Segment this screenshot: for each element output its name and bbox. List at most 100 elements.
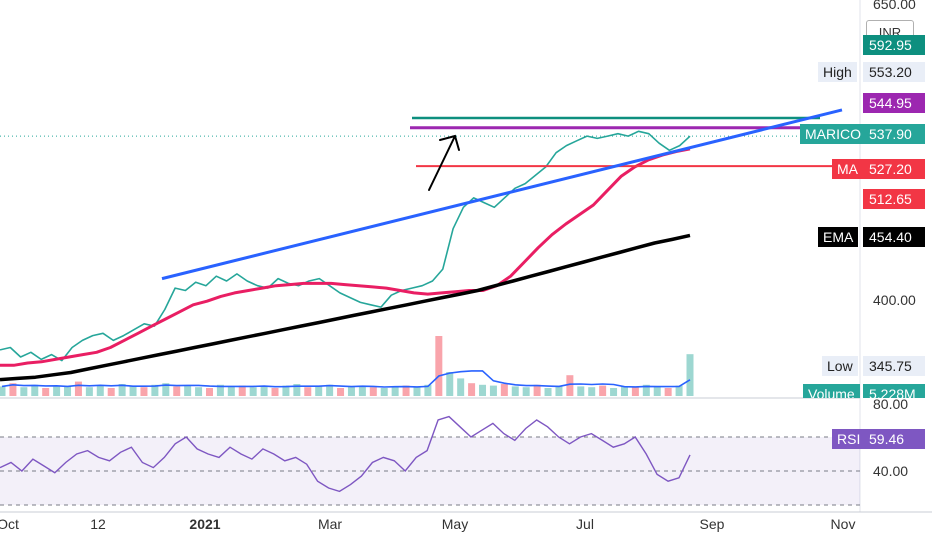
volume-bar (129, 386, 137, 396)
volume-bar (282, 385, 290, 396)
series-marico-line (0, 130, 691, 362)
time-tick: 2021 (189, 516, 221, 532)
volume-bar (402, 385, 410, 396)
last-price-value: 537.90 (863, 124, 925, 144)
volume-bar (9, 383, 17, 396)
volume-bar (435, 336, 443, 396)
volume-bar (0, 386, 6, 396)
volume-bar (369, 387, 377, 396)
time-tick: 12 (90, 516, 106, 532)
rsi-band (0, 437, 860, 505)
chart-grid (0, 0, 932, 513)
series-ma-line (0, 147, 691, 367)
volume-bar (653, 386, 661, 396)
arrow-icon (428, 134, 460, 191)
volume-bar (511, 386, 519, 396)
volume-bar (260, 386, 268, 396)
volume-bar (227, 386, 235, 396)
volume-bars (0, 336, 694, 396)
volume-bar (304, 387, 312, 396)
volume-bar (391, 386, 399, 396)
volume-bar (118, 384, 126, 396)
volume-bar (238, 385, 246, 396)
volume-bar (631, 387, 639, 396)
volume-bar (347, 386, 355, 396)
volume-bar (544, 388, 552, 396)
ma-label: MA (832, 159, 863, 179)
volume-bar (358, 385, 366, 396)
low-label: Low (822, 356, 858, 376)
volume-bar (315, 386, 323, 396)
volume-value: 5.228M (863, 384, 925, 398)
rsi-tick-80: 80.00 (873, 396, 909, 412)
volume-bar (500, 384, 508, 396)
volume-bar (555, 385, 563, 396)
volume-bar (205, 388, 213, 396)
rsi-line (0, 415, 691, 493)
low-value: 345.75 (863, 356, 925, 376)
volume-bar (599, 385, 607, 396)
volume-bar (380, 388, 388, 396)
drawings[interactable] (161, 108, 860, 281)
volume-bar (42, 388, 50, 396)
symbol-label: MARICO (800, 124, 866, 144)
volume-bar (195, 387, 203, 396)
volume-bar (184, 385, 192, 396)
rsi-label: RSI (832, 429, 866, 449)
volume-bar (610, 388, 618, 396)
volume-bar (162, 383, 170, 396)
volume-bar (457, 378, 465, 396)
volume-bar (173, 386, 181, 396)
time-tick: Jul (576, 516, 594, 532)
volume-bar (337, 388, 345, 396)
rsi-tick-40: 40.00 (873, 463, 909, 479)
volume-bar (446, 372, 454, 396)
volume-bar (96, 385, 104, 396)
red-line-value: 512.65 (863, 189, 925, 209)
volume-bar (53, 385, 61, 396)
high-label: High (818, 62, 857, 82)
volume-bar (20, 387, 28, 396)
volume-bar (107, 388, 115, 396)
volume-bar (642, 384, 650, 396)
purple-line-value: 544.95 (863, 93, 925, 113)
top-teal-value: 592.95 (863, 35, 925, 55)
ema-label: EMA (818, 227, 859, 247)
series-ema-line (0, 233, 691, 382)
trend-line (161, 108, 843, 281)
volume-bar (216, 384, 224, 396)
time-tick: May (441, 516, 469, 532)
volume-label: Volume (803, 384, 860, 398)
volume-bar (140, 387, 148, 396)
volume-bar (249, 387, 257, 396)
volume-bar (151, 384, 159, 396)
time-tick: Nov (830, 516, 856, 532)
rsi-value: 59.46 (863, 429, 925, 449)
volume-bar (424, 384, 432, 396)
volume-bar (64, 386, 72, 396)
volume-bar (566, 375, 574, 396)
volume-bar (31, 384, 39, 396)
volume-bar (468, 383, 476, 396)
series-lines (0, 130, 691, 382)
time-tick: Oct (0, 516, 19, 532)
volume-readout: Volume 5.228M (803, 382, 925, 398)
rsi-pane (0, 415, 860, 506)
time-tick: Mar (317, 516, 343, 532)
volume-bar (326, 384, 334, 396)
volume-bar (85, 387, 93, 396)
volume-bar (74, 381, 82, 396)
volume-bar (413, 387, 421, 396)
volume-bar (479, 384, 487, 396)
volume-bar (675, 385, 683, 396)
ma-value: 527.20 (863, 159, 925, 179)
ema-value: 454.40 (863, 227, 925, 247)
volume-bar (577, 386, 585, 396)
volume-bar (664, 388, 672, 396)
volume-bar (620, 386, 628, 396)
time-tick: Sep (699, 516, 725, 532)
volume-bar (271, 388, 279, 396)
high-value: 553.20 (863, 62, 925, 82)
volume-bar (686, 354, 694, 396)
